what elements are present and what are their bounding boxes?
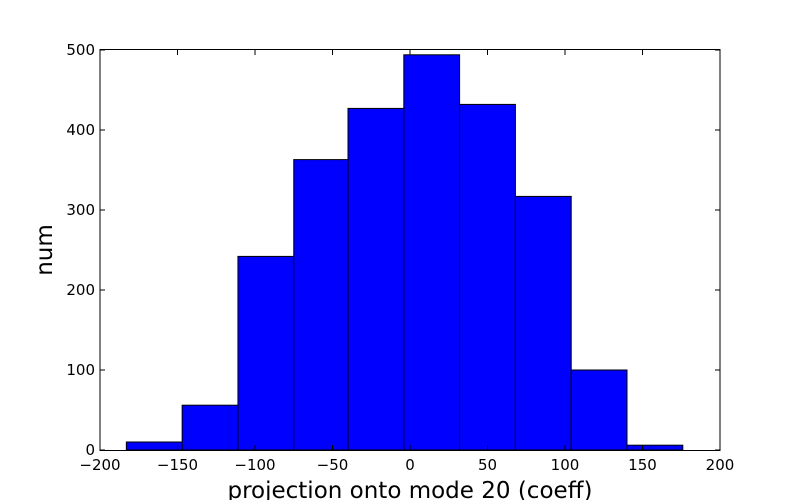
histogram-bar — [403, 54, 461, 451]
y-tick-label: 200 — [66, 281, 95, 299]
y-tick-label: 100 — [66, 361, 95, 379]
histogram-bar — [125, 441, 183, 451]
x-tick-label: 150 — [628, 456, 657, 474]
y-tick-label: 500 — [66, 41, 95, 59]
y-tick-label: 0 — [85, 441, 95, 459]
histogram-bar — [181, 404, 239, 451]
histogram-bar — [570, 369, 628, 451]
histogram-bar — [293, 159, 349, 451]
histogram-bar — [626, 444, 684, 451]
x-tick-label: 50 — [478, 456, 497, 474]
histogram-bar — [514, 195, 572, 451]
y-tick-label: 300 — [66, 201, 95, 219]
y-tick-labels: 0 100 200 300 400 500 — [66, 41, 95, 459]
y-axis-label: num — [32, 224, 58, 276]
x-tick-labels: −200 −150 −100 −50 0 50 100 150 200 — [79, 456, 734, 474]
x-axis-label: projection onto mode 20 (coeff) — [227, 478, 592, 500]
histogram-bar — [459, 103, 516, 451]
x-tick-label: 0 — [405, 456, 415, 474]
plot-frame — [99, 49, 721, 451]
histogram-bar — [347, 107, 405, 451]
x-tick-label: −100 — [234, 456, 275, 474]
x-tick-label: −150 — [157, 456, 198, 474]
x-tick-label: −200 — [79, 456, 120, 474]
histogram-bars — [125, 54, 684, 451]
x-tick-label: −50 — [317, 456, 349, 474]
y-tick-label: 400 — [66, 121, 95, 139]
histogram-bar — [237, 255, 295, 451]
x-tick-label: 100 — [551, 456, 580, 474]
x-tick-label: 200 — [706, 456, 735, 474]
